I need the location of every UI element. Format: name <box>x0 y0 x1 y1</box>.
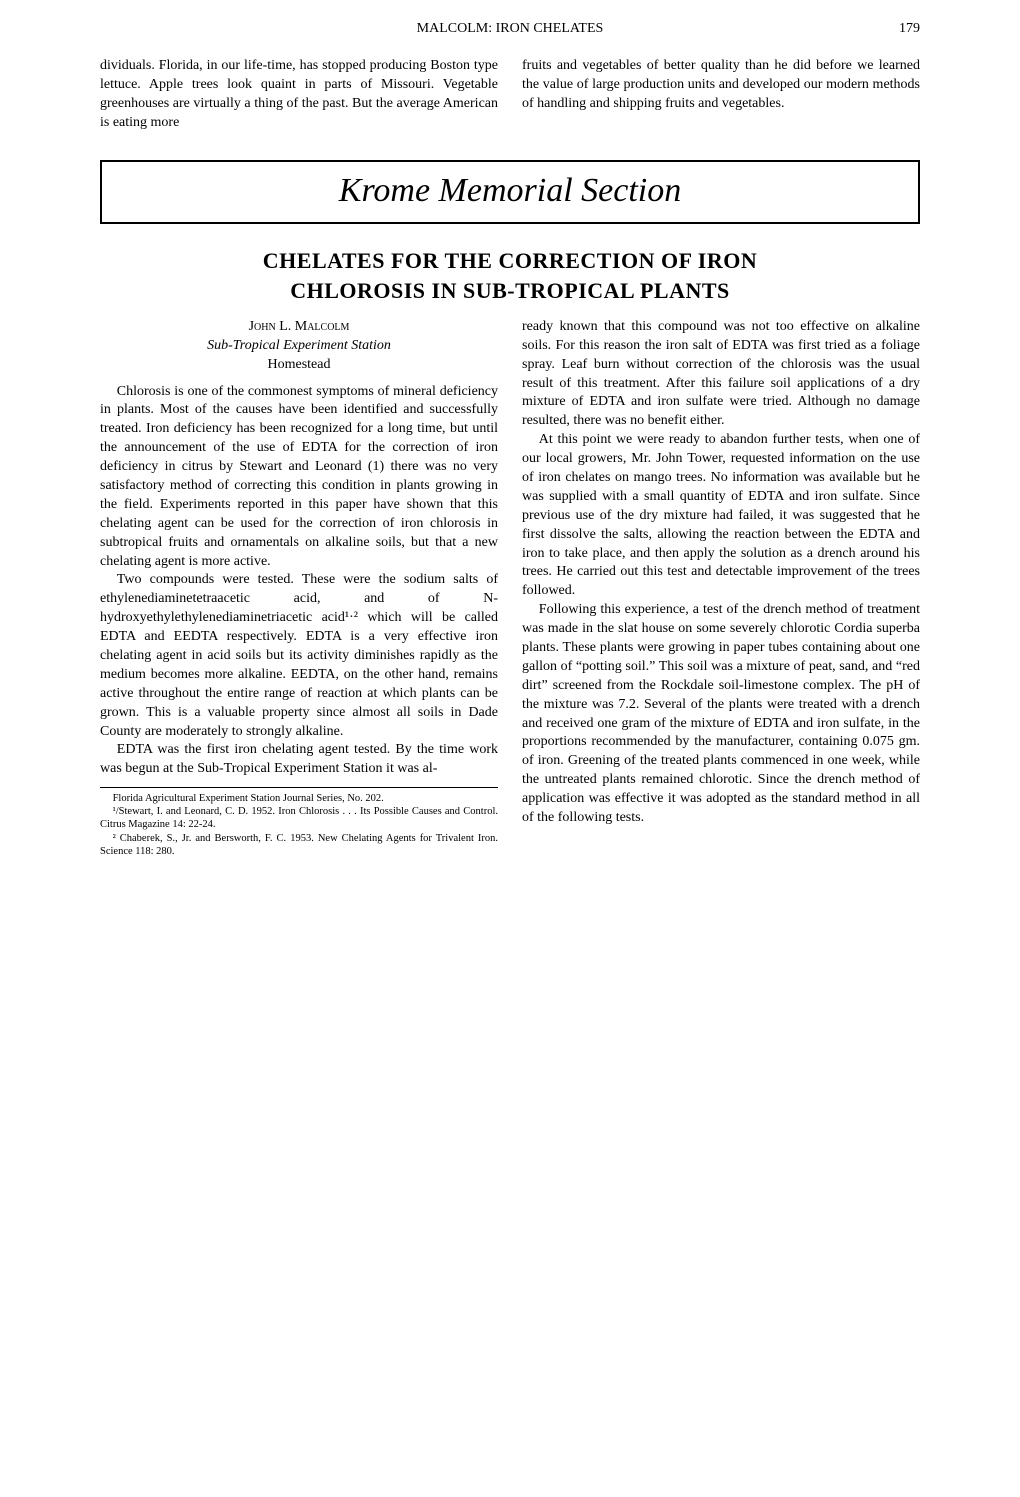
title-line-1: CHELATES FOR THE CORRECTION OF IRON <box>263 248 757 273</box>
upper-right-paragraph: fruits and vegetables of better quality … <box>522 57 920 114</box>
author-block: John L. Malcolm Sub-Tropical Experiment … <box>100 318 498 375</box>
author-affiliation: Sub-Tropical Experiment Station <box>100 337 498 356</box>
author-name: John L. Malcolm <box>100 318 498 337</box>
running-header: MALCOLM: IRON CHELATES 179 <box>100 20 920 39</box>
page-number: 179 <box>899 20 920 39</box>
footnote: Florida Agricultural Experiment Station … <box>100 792 498 805</box>
body-paragraph: Chlorosis is one of the commonest sympto… <box>100 383 498 572</box>
left-column: John L. Malcolm Sub-Tropical Experiment … <box>100 318 498 858</box>
footnote: ² Chaberek, S., Jr. and Bersworth, F. C.… <box>100 832 498 858</box>
body-paragraph: Following this experience, a test of the… <box>522 601 920 828</box>
body-paragraph: At this point we were ready to abandon f… <box>522 431 920 601</box>
body-paragraph: ready known that this compound was not t… <box>522 318 920 431</box>
body-paragraph: EDTA was the first iron chelating agent … <box>100 741 498 779</box>
upper-left-paragraph: dividuals. Florida, in our life-time, ha… <box>100 57 498 133</box>
right-column: ready known that this compound was not t… <box>522 318 920 858</box>
body-paragraph: Two compounds were tested. These were th… <box>100 571 498 741</box>
upper-article-fragment: dividuals. Florida, in our life-time, ha… <box>100 57 920 133</box>
footnote: ¹/Stewart, I. and Leonard, C. D. 1952. I… <box>100 805 498 831</box>
title-line-2: CHLOROSIS IN SUB-TROPICAL PLANTS <box>290 278 730 303</box>
article-title: CHELATES FOR THE CORRECTION OF IRON CHLO… <box>100 246 920 305</box>
author-location: Homestead <box>100 356 498 375</box>
section-banner: Krome Memorial Section <box>100 160 920 224</box>
running-head-text: MALCOLM: IRON CHELATES <box>417 21 604 36</box>
article-body: John L. Malcolm Sub-Tropical Experiment … <box>100 318 920 858</box>
footnotes: Florida Agricultural Experiment Station … <box>100 787 498 858</box>
